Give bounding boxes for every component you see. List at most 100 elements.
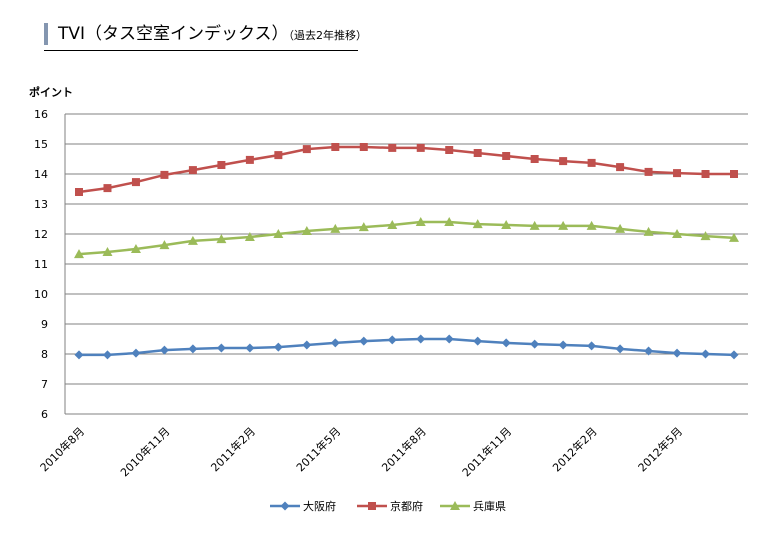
- data-point-kyoto: [103, 184, 112, 193]
- chart-title: TVI（タス空室インデックス）（過去2年推移）: [58, 23, 367, 47]
- data-point-hyogo: [102, 247, 113, 256]
- data-point-osaka: [102, 350, 112, 360]
- data-point-kyoto: [701, 170, 710, 178]
- series-kyoto: [75, 143, 738, 196]
- data-point-osaka: [530, 339, 540, 349]
- data-point-osaka: [701, 349, 711, 359]
- y-tick-label: 15: [34, 138, 48, 151]
- data-point-kyoto: [388, 143, 397, 152]
- x-tick-label: 2011年8月: [379, 424, 429, 474]
- data-point-hyogo: [529, 220, 540, 230]
- data-point-osaka: [416, 334, 426, 344]
- legend-label-hyogo: 兵庫県: [473, 499, 506, 513]
- data-point-kyoto: [131, 178, 140, 187]
- data-point-hyogo: [444, 217, 455, 226]
- x-tick-label: 2011年2月: [208, 424, 258, 474]
- data-point-kyoto: [644, 167, 653, 176]
- data-point-osaka: [302, 340, 312, 350]
- y-tick-label: 7: [41, 378, 48, 391]
- gridlines: [65, 113, 748, 415]
- chart-title-block: TVI（タス空室インデックス）（過去2年推移）: [44, 20, 367, 51]
- data-point-osaka: [501, 338, 511, 348]
- x-tick-label: 2012年5月: [635, 424, 685, 474]
- series-group: [74, 143, 739, 360]
- data-point-hyogo: [615, 223, 626, 233]
- y-tick-label: 8: [41, 348, 48, 361]
- data-point-kyoto: [416, 143, 425, 152]
- x-tick-label: 2010年8月: [37, 424, 87, 474]
- data-point-hyogo: [301, 226, 312, 235]
- legend-label-osaka: 大阪府: [303, 499, 336, 513]
- data-point-kyoto: [274, 151, 283, 160]
- series-osaka: [74, 334, 739, 360]
- y-tick-label: 11: [34, 258, 48, 271]
- y-tick-label: 16: [34, 108, 48, 121]
- data-point-osaka: [74, 350, 84, 360]
- data-point-hyogo: [672, 229, 683, 238]
- data-point-hyogo: [187, 235, 198, 245]
- data-point-kyoto: [445, 146, 454, 154]
- y-tick-label: 13: [34, 198, 48, 211]
- y-tick-label: 6: [41, 408, 48, 421]
- data-point-osaka: [188, 344, 198, 354]
- data-point-osaka: [473, 336, 483, 346]
- data-point-hyogo: [415, 217, 426, 226]
- data-point-hyogo: [273, 229, 284, 238]
- y-axis-label: ポイント: [29, 86, 73, 99]
- data-point-hyogo: [729, 232, 739, 242]
- data-point-hyogo: [586, 220, 597, 230]
- data-point-kyoto: [302, 145, 311, 154]
- data-point-osaka: [359, 336, 369, 346]
- data-point-hyogo: [387, 220, 398, 229]
- legend-marker-hyogo: [450, 501, 460, 510]
- y-tick-label: 14: [34, 168, 48, 181]
- data-point-hyogo: [643, 226, 654, 236]
- data-point-kyoto: [502, 152, 511, 160]
- data-point-hyogo: [216, 234, 227, 244]
- x-axis-ticks: 2010年8月 2010年11月 2011年2月 2011年5月 2011年8月 2011…: [37, 424, 685, 479]
- data-point-osaka: [615, 344, 625, 354]
- data-point-kyoto: [616, 163, 625, 172]
- data-point-osaka: [672, 348, 682, 358]
- data-point-osaka: [558, 340, 568, 350]
- legend-entry-hyogo: 兵庫県: [440, 499, 506, 513]
- series-line-kyoto: [78, 145, 734, 194]
- data-point-kyoto: [559, 157, 568, 166]
- data-point-osaka: [131, 348, 141, 358]
- x-tick-label: 2010年11月: [117, 424, 172, 479]
- data-point-kyoto: [359, 143, 368, 151]
- data-point-kyoto: [473, 149, 482, 157]
- legend-marker-kyoto: [368, 502, 376, 510]
- x-tick-label: 2011年5月: [293, 424, 343, 474]
- legend-label-kyoto: 京都府: [390, 499, 423, 513]
- data-point-kyoto: [75, 188, 83, 196]
- data-point-kyoto: [217, 161, 226, 169]
- series-hyogo: [74, 217, 739, 259]
- data-point-osaka: [729, 350, 739, 360]
- data-point-osaka: [245, 343, 255, 353]
- data-point-osaka: [159, 345, 169, 355]
- data-point-hyogo: [358, 222, 369, 232]
- y-tick-label: 10: [34, 288, 48, 301]
- legend-entry-osaka: 大阪府: [270, 499, 336, 513]
- legend: 大阪府 京都府 兵庫県: [270, 499, 506, 513]
- legend-entry-kyoto: 京都府: [357, 499, 423, 513]
- y-tick-label: 9: [41, 318, 48, 331]
- data-point-osaka: [330, 338, 340, 348]
- x-tick-label: 2011年11月: [459, 424, 514, 479]
- data-point-kyoto: [188, 166, 197, 175]
- data-point-kyoto: [673, 169, 682, 178]
- data-point-kyoto: [730, 170, 738, 178]
- series-line-hyogo: [78, 220, 735, 256]
- data-point-hyogo: [130, 244, 141, 253]
- title-accent-bar: [44, 23, 48, 45]
- data-point-hyogo: [244, 232, 255, 241]
- series-line-osaka: [79, 337, 735, 357]
- y-axis-ticks: 6 7 8 9 10 11 12 13 14 15 16: [34, 108, 48, 421]
- data-point-osaka: [387, 335, 397, 345]
- data-point-osaka: [273, 342, 283, 352]
- y-tick-label: 12: [34, 228, 48, 241]
- data-point-kyoto: [331, 143, 340, 151]
- data-point-kyoto: [160, 170, 169, 179]
- data-point-hyogo: [330, 223, 341, 233]
